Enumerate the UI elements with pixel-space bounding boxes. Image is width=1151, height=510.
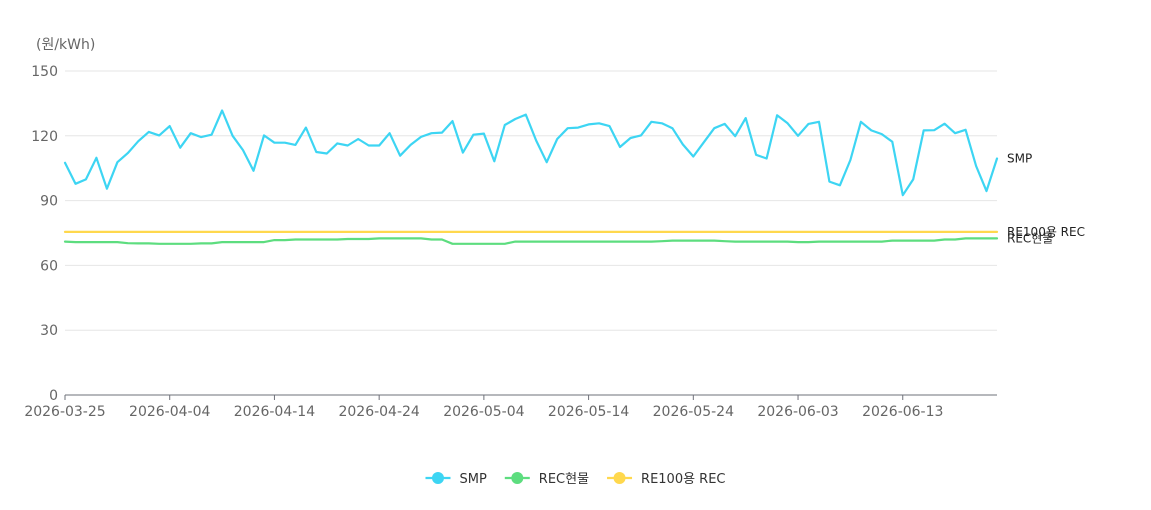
- legend-item[interactable]: RE100용 REC: [607, 472, 726, 487]
- y-axis-ticks: 0 30 60 90 120 150: [31, 64, 58, 404]
- legend-dot-swatch: [511, 472, 524, 484]
- y-tick-label: 60: [40, 258, 58, 274]
- series-line-2: [63, 237, 999, 245]
- series-line-1: [63, 109, 999, 197]
- y-axis-unit-label: (원/kWh): [36, 37, 95, 53]
- x-tick-label: 2026-03-25: [24, 404, 105, 420]
- series-end-label: SMP: [1007, 151, 1032, 165]
- legend-label: SMP: [459, 472, 486, 487]
- y-tick-label: 0: [49, 388, 58, 404]
- x-tick-label: 2026-05-14: [548, 404, 629, 420]
- series-end-label: REC현물: [1007, 231, 1053, 245]
- y-tick-label: 120: [31, 129, 58, 145]
- legend-dot-swatch: [431, 472, 444, 484]
- x-tick-label: 2026-04-24: [338, 404, 419, 420]
- gridlines: [65, 70, 997, 331]
- legend[interactable]: SMP REC현물 RE100용 REC: [425, 472, 726, 487]
- legend-item[interactable]: SMP: [425, 472, 487, 487]
- x-tick-label: 2026-04-14: [234, 404, 315, 420]
- x-axis-ticks: 2026-03-25 2026-04-04 2026-04-14 2026-04-24…: [24, 395, 943, 420]
- legend-item[interactable]: REC현물: [504, 472, 589, 487]
- x-tick-label: 2026-05-04: [443, 404, 524, 420]
- x-tick-label: 2026-04-04: [129, 404, 210, 420]
- series-end-label: RE100용 REC: [1007, 225, 1085, 239]
- y-tick-label: 150: [31, 64, 58, 80]
- series-lines: [63, 109, 999, 245]
- legend-label: RE100용 REC: [641, 472, 725, 487]
- x-tick-label: 2026-05-24: [653, 404, 734, 420]
- legend-dot-swatch: [613, 472, 626, 484]
- y-tick-label: 30: [40, 323, 58, 339]
- x-tick-label: 2026-06-03: [757, 404, 838, 420]
- x-tick-label: 2026-06-13: [862, 404, 943, 420]
- legend-label: REC현물: [539, 472, 589, 487]
- y-tick-label: 90: [40, 194, 58, 210]
